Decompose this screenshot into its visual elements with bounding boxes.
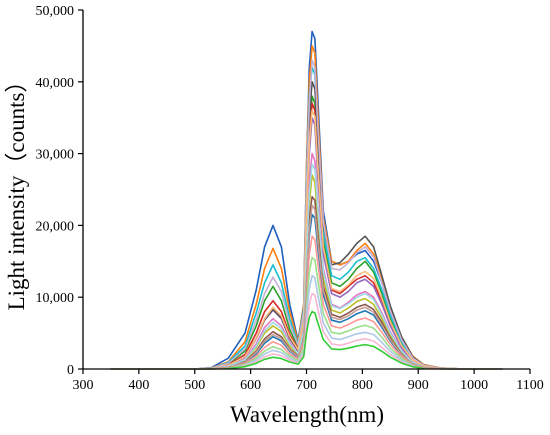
x-tick-label: 400: [128, 378, 149, 393]
series-line-20: [110, 204, 503, 370]
y-axis-title: Light intensity（counts）: [4, 70, 29, 311]
y-tick-label: 0: [67, 363, 74, 378]
x-tick-label: 800: [352, 378, 373, 393]
y-tick-label: 30,000: [36, 148, 75, 163]
x-axis-title: Wavelength(nm): [230, 402, 384, 427]
x-axis-ticks: 300 400 500 600 700 800 900 1000 1100: [73, 369, 544, 393]
x-tick-label: 1100: [516, 378, 543, 393]
series-line-16: [110, 310, 503, 370]
y-tick-label: 20,000: [36, 219, 75, 234]
series-line-13: [110, 256, 503, 370]
series-line-17: [110, 59, 503, 370]
y-axis-ticks: 0 10,000 20,000 30,000 40,000 50,000: [36, 4, 83, 378]
x-tick-label: 500: [184, 378, 205, 393]
x-tick-label: 600: [240, 378, 261, 393]
series-line-12: [110, 235, 503, 370]
series-line-18: [110, 109, 503, 370]
y-tick-label: 50,000: [36, 4, 75, 19]
x-tick-label: 700: [296, 378, 317, 393]
x-tick-label: 1000: [460, 378, 488, 393]
series-line-19: [110, 163, 503, 370]
x-tick-label: 300: [73, 378, 94, 393]
x-tick-label: 900: [408, 378, 429, 393]
y-tick-label: 10,000: [36, 291, 75, 306]
y-tick-label: 40,000: [36, 76, 75, 91]
series-lines: [110, 30, 503, 370]
